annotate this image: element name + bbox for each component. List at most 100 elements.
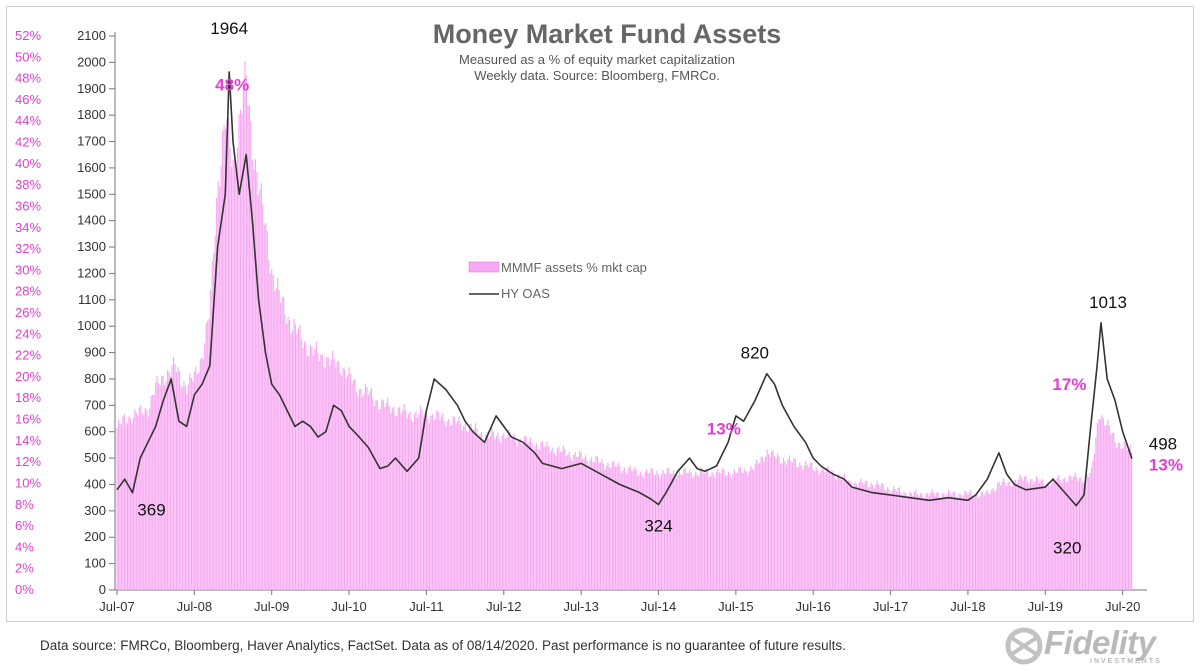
mmmf-bar — [742, 472, 744, 590]
mmmf-bar — [291, 330, 294, 590]
mmmf-bar — [684, 467, 686, 590]
mmmf-bar — [323, 366, 325, 590]
mmmf-bar — [1046, 483, 1048, 590]
mmmf-bar — [312, 355, 314, 590]
mmmf-bar — [1120, 449, 1122, 590]
mmmf-bar — [898, 487, 901, 590]
mmmf-bar — [903, 491, 905, 590]
right-axis-tick-label: 1700 — [77, 134, 106, 149]
mmmf-bar — [1059, 479, 1061, 590]
mmmf-bar — [965, 492, 968, 590]
mmmf-bar — [829, 472, 831, 590]
x-axis-tick-label: Jul-08 — [177, 599, 212, 614]
mmmf-bar — [1078, 478, 1081, 590]
mmmf-bar — [476, 429, 478, 590]
mmmf-bar — [775, 458, 777, 590]
mmmf-bar — [230, 166, 233, 590]
mmmf-bar — [885, 490, 887, 590]
mmmf-bar — [286, 323, 288, 590]
mmmf-bar — [952, 492, 954, 590]
mmmf-bar — [535, 443, 538, 590]
mmmf-bar — [622, 470, 624, 590]
mmmf-bar — [117, 419, 120, 590]
mmmf-bar — [402, 410, 404, 590]
mmmf-bar — [477, 436, 480, 590]
mmmf-bar — [201, 357, 203, 590]
mmmf-bar — [116, 428, 118, 590]
mmmf-bar — [409, 411, 411, 590]
mmmf-bar — [1010, 486, 1012, 590]
fidelity-logo: Fidelity INVESTMENTS — [1004, 624, 1194, 668]
mmmf-bar — [1083, 482, 1085, 590]
mmmf-bar — [672, 470, 674, 590]
mmmf-bar — [226, 120, 228, 590]
mmmf-bar — [381, 399, 383, 590]
mmmf-bar — [766, 449, 768, 590]
mmmf-bar — [172, 356, 175, 590]
mmmf-bar — [357, 396, 359, 590]
mmmf-bar — [238, 114, 240, 591]
mmmf-bar — [260, 183, 262, 591]
annotation-label: 13% — [707, 420, 741, 439]
mmmf-bar — [275, 287, 277, 590]
mmmf-bar — [851, 488, 853, 590]
mmmf-bar — [189, 373, 191, 590]
mmmf-bar — [528, 441, 530, 590]
mmmf-bar — [1061, 482, 1063, 590]
mmmf-bar — [845, 479, 847, 590]
right-axis-tick-label: 1200 — [77, 265, 106, 280]
mmmf-bar — [787, 459, 789, 590]
mmmf-bar — [547, 446, 550, 590]
mmmf-bar — [396, 416, 398, 590]
mmmf-bar — [281, 297, 283, 590]
mmmf-bar — [210, 290, 212, 590]
mmmf-bar — [460, 423, 462, 590]
mmmf-bar — [504, 438, 506, 590]
mmmf-bar — [846, 482, 849, 590]
left-axis-tick-label: 28% — [15, 284, 41, 299]
mmmf-bar — [558, 446, 560, 590]
mmmf-bar — [650, 467, 652, 590]
mmmf-bar — [849, 481, 851, 590]
mmmf-bar — [531, 443, 533, 590]
mmmf-bar — [576, 456, 578, 590]
mmmf-bar — [408, 413, 410, 590]
mmmf-bar — [620, 472, 622, 590]
mmmf-bar — [165, 381, 167, 590]
mmmf-bar — [410, 419, 413, 590]
mmmf-bar — [507, 430, 509, 590]
mmmf-bar — [351, 383, 353, 590]
mmmf-bar — [939, 497, 941, 590]
mmmf-bar — [745, 470, 747, 590]
mmmf-bar — [821, 466, 823, 590]
mmmf-bar — [428, 423, 430, 590]
mmmf-bar — [397, 407, 399, 590]
mmmf-bar — [1092, 460, 1094, 590]
mmmf-bar — [232, 160, 234, 590]
x-axis-tick-label: Jul-20 — [1105, 599, 1140, 614]
chart-frame: Money Market Fund Assets Measured as a % … — [6, 6, 1194, 622]
mmmf-bar — [333, 358, 335, 590]
mmmf-bar — [1113, 432, 1115, 590]
mmmf-bar — [388, 405, 390, 590]
mmmf-bar — [485, 434, 487, 590]
mmmf-bar — [439, 419, 441, 590]
mmmf-bar — [930, 492, 932, 590]
mmmf-bar — [586, 460, 588, 590]
mmmf-bar — [989, 494, 991, 590]
mmmf-bar — [814, 471, 816, 590]
mmmf-bar — [681, 475, 683, 590]
mmmf-bar — [973, 497, 975, 590]
annotation-label: 369 — [137, 501, 165, 520]
mmmf-bar — [791, 462, 793, 590]
mmmf-bar — [759, 462, 761, 590]
mmmf-bar — [869, 487, 871, 590]
mmmf-bar — [1022, 480, 1024, 590]
mmmf-bar — [931, 489, 933, 590]
mmmf-bar — [867, 487, 869, 590]
mmmf-bar — [568, 451, 570, 590]
mmmf-bar — [997, 482, 999, 590]
mmmf-bar — [153, 395, 155, 590]
mmmf-bar — [904, 493, 907, 590]
mmmf-bar — [913, 491, 915, 590]
